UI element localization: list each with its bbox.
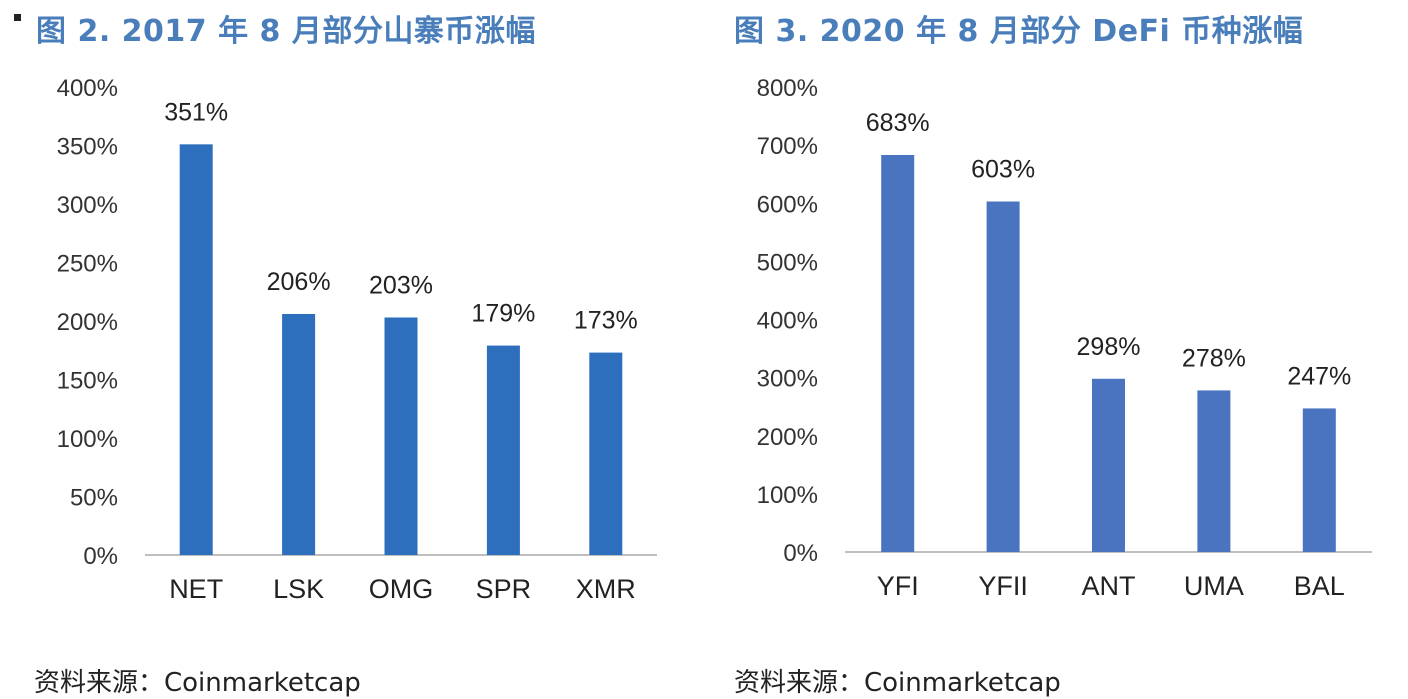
bar-omg bbox=[384, 317, 418, 555]
data-label: 173% bbox=[574, 307, 638, 335]
bar-uma bbox=[1197, 390, 1231, 552]
y-tick-label: 500% bbox=[757, 249, 818, 276]
y-tick-label: 0% bbox=[783, 540, 818, 567]
x-tick-label: UMA bbox=[1184, 571, 1244, 601]
bar-chart-2017: 0% 50% 100% 150% 200% 250% 300% 350% 400% 351% NET… bbox=[57, 75, 657, 604]
data-label: 603% bbox=[971, 156, 1035, 184]
x-tick-label: XMR bbox=[576, 574, 636, 604]
chart-panel-2017: 图 2. 2017 年 8 月部分山寨币涨幅 0% 50% 100% 150% 200%… bbox=[0, 0, 700, 698]
x-tick-label: YFI bbox=[877, 571, 919, 601]
bar-xmr bbox=[589, 352, 623, 555]
x-tick-label: YFII bbox=[978, 571, 1028, 601]
y-tick-label: 50% bbox=[70, 485, 118, 512]
source-note: 资料来源：Coinmarketcap bbox=[34, 668, 361, 698]
source-note: 资料来源：Coinmarketcap bbox=[734, 668, 1061, 698]
bar-yfii bbox=[986, 201, 1020, 552]
data-label: 247% bbox=[1287, 362, 1351, 390]
data-label: 298% bbox=[1077, 333, 1141, 361]
y-tick-label: 300% bbox=[757, 366, 818, 393]
data-label: 179% bbox=[471, 300, 535, 328]
y-tick-label: 300% bbox=[57, 192, 118, 219]
data-label: 206% bbox=[267, 268, 331, 296]
bar-yfi bbox=[881, 155, 915, 552]
bar-bal bbox=[1302, 408, 1336, 552]
x-tick-label: NET bbox=[169, 574, 223, 604]
data-label: 278% bbox=[1182, 344, 1246, 372]
y-tick-label: 100% bbox=[57, 426, 118, 453]
chart-title: 图 3. 2020 年 8 月部分 DeFi 币种涨幅 bbox=[734, 14, 1304, 49]
y-tick-label: 250% bbox=[57, 251, 118, 278]
y-tick-label: 700% bbox=[757, 133, 818, 160]
y-tick-label: 200% bbox=[57, 309, 118, 336]
chart-title: 图 2. 2017 年 8 月部分山寨币涨幅 bbox=[36, 14, 536, 49]
bar-chart-2020: 0% 100% 200% 300% 400% 500% 600% 700% 800% 683% YF… bbox=[757, 75, 1372, 601]
y-tick-label: 0% bbox=[83, 543, 118, 570]
y-tick-label: 800% bbox=[757, 75, 818, 102]
bar-spr bbox=[486, 345, 520, 555]
bar-net bbox=[179, 144, 213, 555]
data-label: 351% bbox=[164, 98, 228, 126]
x-tick-label: BAL bbox=[1294, 571, 1345, 601]
bar-lsk bbox=[282, 313, 316, 555]
y-tick-label: 600% bbox=[757, 191, 818, 218]
x-tick-label: LSK bbox=[273, 574, 324, 604]
x-tick-label: SPR bbox=[476, 574, 532, 604]
data-label: 683% bbox=[866, 109, 930, 137]
y-tick-label: 150% bbox=[57, 368, 118, 395]
data-label: 203% bbox=[369, 271, 433, 299]
x-tick-label: OMG bbox=[369, 574, 434, 604]
x-tick-label: ANT bbox=[1082, 571, 1136, 601]
chart-panel-2020: 图 3. 2020 年 8 月部分 DeFi 币种涨幅 0% 100% 200% 30… bbox=[700, 0, 1408, 698]
bar-ant bbox=[1092, 378, 1125, 552]
y-tick-label: 200% bbox=[757, 424, 818, 451]
y-tick-label: 400% bbox=[757, 308, 818, 335]
y-tick-label: 350% bbox=[57, 134, 118, 161]
y-tick-label: 400% bbox=[57, 75, 118, 102]
bullet-marker bbox=[14, 14, 21, 21]
y-tick-label: 100% bbox=[757, 482, 818, 509]
